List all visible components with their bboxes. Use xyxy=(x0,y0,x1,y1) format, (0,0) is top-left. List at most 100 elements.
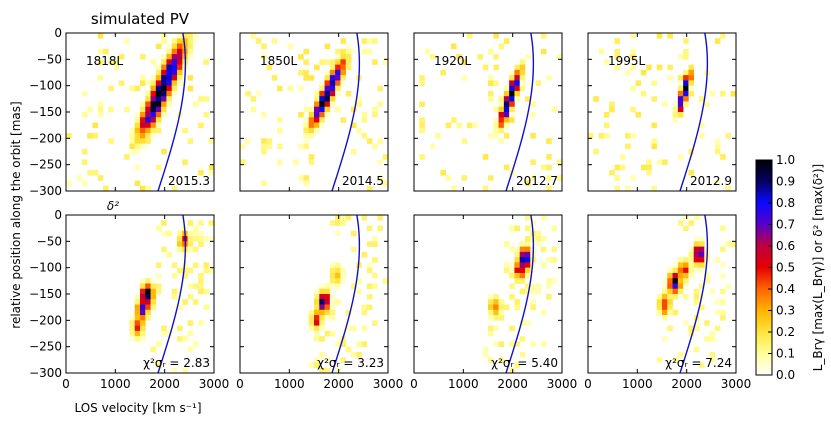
heatmap-cell xyxy=(303,175,310,181)
heatmap-cell xyxy=(140,117,146,123)
heatmap-cell xyxy=(324,330,331,337)
heatmap-cell xyxy=(161,148,167,155)
heatmap-cell xyxy=(140,325,146,332)
heatmap-cell xyxy=(129,315,136,321)
heatmap-cell xyxy=(514,96,521,102)
figure-title: simulated PV xyxy=(91,10,190,28)
bottom-panel-1: 0−50−100−150−200−250−3000 1000 2000 3000χ²σ… xyxy=(29,208,229,391)
heatmap-cell xyxy=(656,357,663,363)
heatmap-cell xyxy=(640,90,647,97)
x-tick-label: 2000 xyxy=(323,377,354,391)
x-tick-label: 1000 xyxy=(448,377,479,391)
heatmap-cell xyxy=(530,283,536,290)
heatmap-cell xyxy=(203,288,210,295)
heatmap-cell xyxy=(340,117,347,123)
heatmap-cell xyxy=(340,64,347,71)
heatmap-cell xyxy=(714,138,721,144)
heatmap-cell xyxy=(134,320,141,326)
heatmap-cell xyxy=(303,48,310,55)
heatmap-cell xyxy=(540,48,547,55)
heatmap-cell xyxy=(145,294,151,300)
heatmap-cell xyxy=(498,304,505,311)
delta-squared-label: δ² xyxy=(107,199,119,213)
heatmap-cell xyxy=(319,304,325,311)
x-tick-label: 0 xyxy=(236,377,244,391)
heatmap-cell xyxy=(498,43,505,50)
heatmap-cell xyxy=(514,362,521,369)
heatmap-cell xyxy=(329,101,336,108)
heatmap-cell xyxy=(493,117,499,123)
heatmap-cell xyxy=(503,262,510,268)
heatmap-cell xyxy=(461,75,468,81)
heatmap-cell xyxy=(351,106,357,113)
heatmap-cell xyxy=(166,75,173,81)
heatmap-cell xyxy=(646,164,652,171)
heatmap-cell xyxy=(720,299,726,305)
heatmap-cell xyxy=(377,215,384,221)
heatmap-cell xyxy=(667,283,673,290)
heatmap-cell xyxy=(324,106,331,113)
heatmap-cell xyxy=(662,315,668,321)
heatmap-cell xyxy=(182,33,188,39)
heatmap-cell xyxy=(535,283,542,290)
heatmap-cell xyxy=(140,294,146,300)
heatmap-cell xyxy=(308,75,315,81)
heatmap-cell xyxy=(134,315,141,321)
heatmap-cell xyxy=(329,267,336,274)
heatmap-cell xyxy=(155,262,162,268)
heatmap-cell xyxy=(677,54,684,60)
heatmap-cell xyxy=(525,283,531,290)
heatmap-cell xyxy=(693,294,700,300)
orbit-curve xyxy=(505,215,535,373)
heatmap-cell xyxy=(493,309,499,316)
heatmap-cell xyxy=(261,180,267,187)
heatmap-cell xyxy=(324,43,331,50)
orbit-curve xyxy=(679,215,709,373)
heatmap-cell xyxy=(482,154,489,160)
y-tick-label: −100 xyxy=(29,261,62,275)
heatmap-cell xyxy=(177,75,183,81)
heatmap-cell xyxy=(440,169,447,176)
heatmap-cell xyxy=(535,230,542,237)
heatmap-cell xyxy=(140,288,146,295)
heatmap-cell xyxy=(351,283,357,290)
heatmap-cell xyxy=(171,43,178,50)
heatmap-cell xyxy=(303,133,310,139)
heatmap-cell xyxy=(203,236,210,242)
heatmap-cell xyxy=(498,127,505,134)
heatmap-cell xyxy=(382,278,389,284)
heatmap-cell xyxy=(493,315,499,321)
heatmap-cell xyxy=(693,257,700,263)
heatmap-cell xyxy=(503,267,510,274)
heatmap-cell xyxy=(182,367,188,374)
heatmap-cell xyxy=(525,288,531,295)
heatmap-cell xyxy=(693,320,700,326)
y-tick-label: −50 xyxy=(37,234,62,248)
heatmap-cell xyxy=(677,288,684,295)
bottom-panel-2: 0 1000 2000 3000 χ²σᵣ = 3.23 xyxy=(236,214,403,391)
heatmap-cell xyxy=(514,69,521,76)
epoch-label: 2015.3 xyxy=(168,174,210,188)
heatmap-cell xyxy=(150,283,157,290)
heatmap-cell xyxy=(140,320,146,326)
heatmap-cell xyxy=(108,106,114,113)
heatmap-cell xyxy=(667,309,673,316)
heatmap-cell xyxy=(171,272,178,279)
heatmap-cell xyxy=(519,288,526,295)
heatmap-cell xyxy=(182,127,188,134)
heatmap-cell xyxy=(324,367,331,374)
heatmap-cell xyxy=(203,112,210,118)
top-panel-2: 1850L 2014.5 xyxy=(239,32,389,192)
heatmap-cell xyxy=(308,320,315,326)
heatmap-cell xyxy=(466,122,473,129)
heatmap-cell xyxy=(525,257,531,263)
heatmap-cell xyxy=(625,133,631,139)
heatmap-cell xyxy=(145,309,151,316)
heatmap-cell xyxy=(662,304,668,311)
heatmap-cell xyxy=(704,272,710,279)
x-tick-label: 1000 xyxy=(622,377,653,391)
heatmap-cell xyxy=(693,288,700,295)
heatmap-cell xyxy=(720,272,726,279)
heatmap-cell xyxy=(699,251,705,258)
heatmap-cell xyxy=(329,272,336,279)
